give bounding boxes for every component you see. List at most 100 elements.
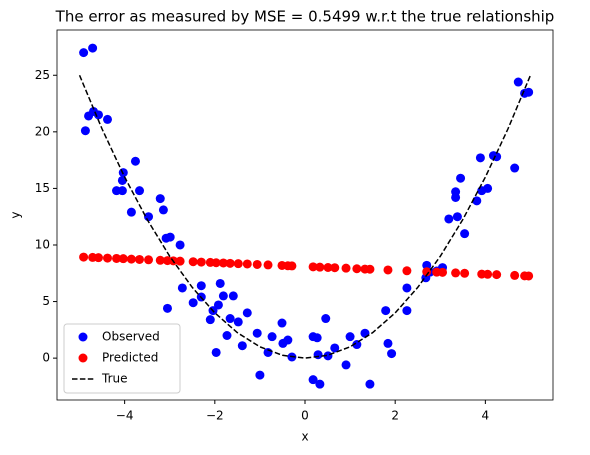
point — [510, 270, 520, 280]
x-tick-label: −4 — [116, 409, 134, 423]
point — [175, 256, 185, 266]
point — [255, 370, 265, 380]
point — [365, 379, 375, 389]
point — [237, 341, 247, 351]
point — [312, 333, 322, 343]
legend-swatch — [78, 332, 88, 342]
point — [263, 260, 273, 270]
point — [135, 186, 145, 196]
point — [402, 266, 412, 276]
point — [456, 173, 466, 183]
point — [402, 283, 412, 293]
point — [211, 347, 221, 357]
point — [225, 258, 235, 268]
point — [177, 283, 187, 293]
point — [196, 281, 206, 291]
point — [330, 263, 340, 273]
point — [215, 278, 225, 288]
point — [365, 264, 375, 274]
point — [225, 314, 235, 324]
point — [438, 267, 448, 277]
point — [460, 229, 470, 239]
point — [93, 253, 103, 263]
point — [345, 332, 355, 342]
point — [80, 126, 90, 136]
x-tick-label: 2 — [391, 409, 399, 423]
point — [233, 259, 243, 269]
point — [155, 255, 165, 265]
point — [492, 270, 502, 280]
point — [308, 375, 318, 385]
point — [277, 318, 287, 328]
point — [162, 303, 172, 313]
legend-label: Predicted — [102, 351, 158, 365]
point — [242, 308, 252, 318]
point — [422, 267, 432, 277]
point — [222, 331, 232, 341]
legend-label: Observed — [102, 330, 160, 344]
point — [79, 48, 89, 58]
point — [524, 87, 534, 97]
point — [155, 194, 165, 204]
point — [103, 253, 113, 263]
point — [472, 196, 482, 206]
y-tick-label: 25 — [35, 68, 50, 82]
point — [79, 252, 89, 262]
point — [144, 212, 154, 222]
point — [483, 183, 493, 193]
point — [524, 271, 534, 281]
point — [130, 156, 140, 166]
point — [144, 255, 154, 265]
point — [513, 77, 523, 87]
y-tick-label: 20 — [35, 124, 50, 138]
point — [383, 338, 393, 348]
point — [211, 258, 221, 268]
point — [233, 317, 243, 327]
point — [118, 254, 128, 264]
point — [252, 259, 262, 269]
point — [93, 110, 103, 120]
point — [444, 214, 454, 224]
point — [126, 207, 136, 217]
point — [228, 291, 238, 301]
point — [383, 265, 393, 275]
point — [242, 259, 252, 269]
point — [402, 306, 412, 316]
point — [196, 257, 206, 267]
point — [352, 264, 362, 274]
point — [510, 163, 520, 173]
point — [381, 306, 391, 316]
x-tick-label: −2 — [206, 409, 224, 423]
point — [112, 253, 122, 263]
chart-title: The error as measured by MSE = 0.5499 w.… — [55, 8, 555, 26]
point — [218, 291, 228, 301]
y-axis-label: y — [9, 211, 23, 218]
point — [218, 258, 228, 268]
point — [313, 350, 323, 360]
line — [78, 74, 532, 359]
point — [451, 268, 461, 278]
point — [460, 268, 470, 278]
point — [422, 260, 432, 270]
x-tick-label: 0 — [301, 409, 309, 423]
x-tick-label: 4 — [482, 409, 490, 423]
legend-box — [63, 323, 181, 394]
point — [330, 343, 340, 353]
point — [175, 240, 185, 250]
y-tick-label: 15 — [35, 181, 50, 195]
y-tick-label: 10 — [35, 237, 50, 251]
point — [452, 212, 462, 222]
point — [135, 254, 145, 264]
point — [117, 186, 127, 196]
point — [308, 262, 318, 272]
point — [475, 153, 485, 163]
point — [252, 328, 262, 338]
point — [341, 263, 351, 273]
point — [352, 340, 362, 350]
point — [283, 335, 293, 345]
legend-swatch — [78, 353, 88, 363]
point — [88, 43, 98, 53]
point — [213, 300, 223, 310]
point — [315, 262, 325, 272]
point — [387, 349, 397, 359]
